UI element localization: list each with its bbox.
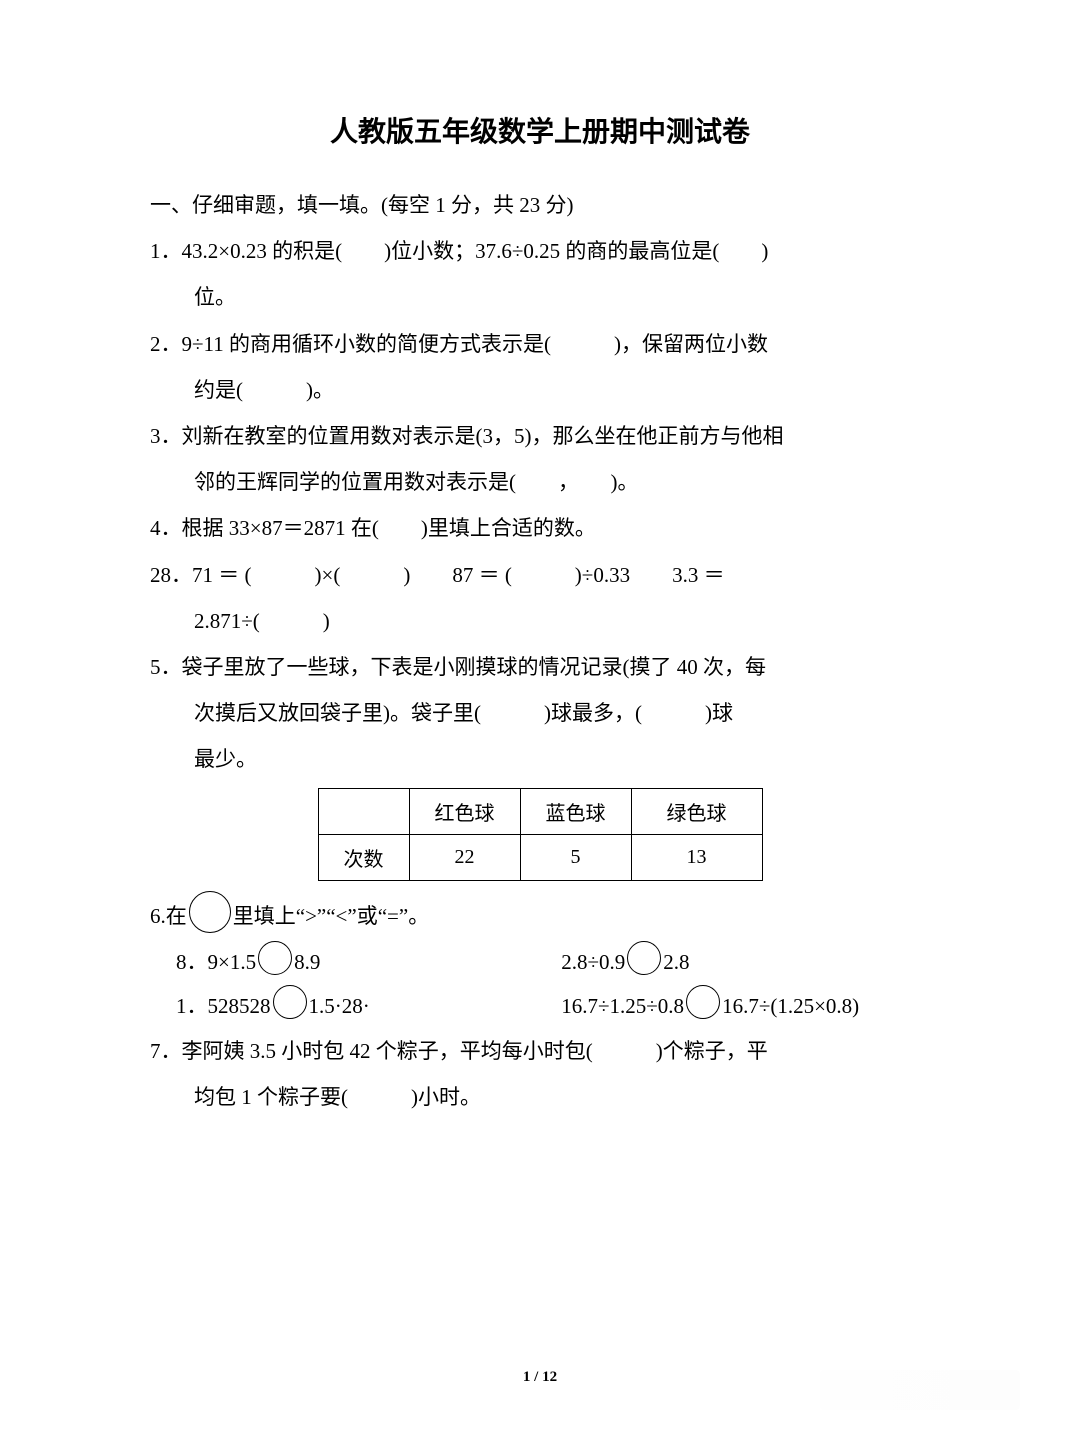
circle-icon	[189, 891, 231, 933]
document-page: 人教版五年级数学上册期中测试卷 一、仔细审题，填一填。(每空 1 分，共 23 …	[0, 0, 1080, 1440]
question-2-line-b: 约是( )。	[150, 367, 930, 413]
watermark	[820, 1370, 1020, 1410]
question-2-line-a: 2．9÷11 的商用循环小数的简便方式表示是( )，保留两位小数	[150, 321, 930, 367]
question-1-line-b: 位。	[150, 274, 930, 320]
comparison-left-2: 1．528528 1.5·28·	[176, 984, 556, 1028]
circle-icon	[627, 941, 661, 975]
expr: 2.8÷0.9	[561, 950, 625, 974]
table-header-green: 绿色球	[631, 789, 762, 835]
table-header-blank	[318, 789, 409, 835]
question-3-line-b: 邻的王辉同学的位置用数对表示是( ， )。	[150, 459, 930, 505]
circle-icon	[258, 941, 292, 975]
question-6-post: 里填上“>”“<”或“=”。	[233, 904, 429, 928]
table-header-blue: 蓝色球	[520, 789, 631, 835]
question-7-line-b: 均包 1 个粽子要( )小时。	[150, 1074, 930, 1120]
comparison-right-2: 16.7÷1.25÷0.8 16.7÷(1.25×0.8)	[561, 994, 859, 1018]
question-4-equation-row-1: 28．71 ＝ ( )×( ) 87 ＝ ( )÷0.33 3.3 ＝	[150, 552, 930, 598]
question-7-line-a: 7．李阿姨 3.5 小时包 42 个粽子，平均每小时包( )个粽子，平	[150, 1028, 930, 1074]
expr: 1．528528	[176, 994, 271, 1018]
table-cell-green: 13	[631, 835, 762, 881]
question-6-prompt: 6.在 里填上“>”“<”或“=”。	[150, 891, 930, 939]
table-row: 红色球 蓝色球 绿色球	[318, 789, 762, 835]
expr: 2.8	[663, 950, 689, 974]
question-6-row-1: 8．9×1.5 8.9 2.8÷0.9 2.8	[150, 940, 930, 984]
question-4-equation-row-2: 2.871÷( )	[150, 598, 930, 644]
comparison-left-1: 8．9×1.5 8.9	[176, 940, 556, 984]
expr: 1.5·28·	[309, 994, 370, 1018]
page-title: 人教版五年级数学上册期中测试卷	[150, 110, 930, 150]
expr: 8．9×1.5	[176, 950, 256, 974]
question-5-line-b: 次摸后又放回袋子里)。袋子里( )球最多，( )球	[150, 690, 930, 736]
question-5-line-a: 5．袋子里放了一些球，下表是小刚摸球的情况记录(摸了 40 次，每	[150, 644, 930, 690]
circle-icon	[686, 985, 720, 1019]
question-1-line-a: 1．43.2×0.23 的积是( )位小数；37.6÷0.25 的商的最高位是(…	[150, 228, 930, 274]
expr: 16.7÷1.25÷0.8	[561, 994, 684, 1018]
question-6-row-2: 1．528528 1.5·28· 16.7÷1.25÷0.8 16.7÷(1.25×…	[150, 984, 930, 1028]
table-cell-red: 22	[409, 835, 520, 881]
comparison-right-1: 2.8÷0.9 2.8	[561, 950, 689, 974]
section-1-header: 一、仔细审题，填一填。(每空 1 分，共 23 分)	[150, 182, 930, 228]
question-4: 4．根据 33×87＝2871 在( )里填上合适的数。	[150, 505, 930, 551]
question-3-line-a: 3．刘新在教室的位置用数对表示是(3，5)，那么坐在他正前方与他相	[150, 413, 930, 459]
table-header-red: 红色球	[409, 789, 520, 835]
table-row-label: 次数	[318, 835, 409, 881]
expr: 16.7÷(1.25×0.8)	[722, 994, 859, 1018]
table-row: 次数 22 5 13	[318, 835, 762, 881]
question-6-pre: 6.在	[150, 904, 187, 928]
table-cell-blue: 5	[520, 835, 631, 881]
expr: 8.9	[294, 950, 320, 974]
circle-icon	[273, 985, 307, 1019]
ball-count-table: 红色球 蓝色球 绿色球 次数 22 5 13	[318, 788, 763, 881]
question-5-line-c: 最少。	[150, 736, 930, 782]
